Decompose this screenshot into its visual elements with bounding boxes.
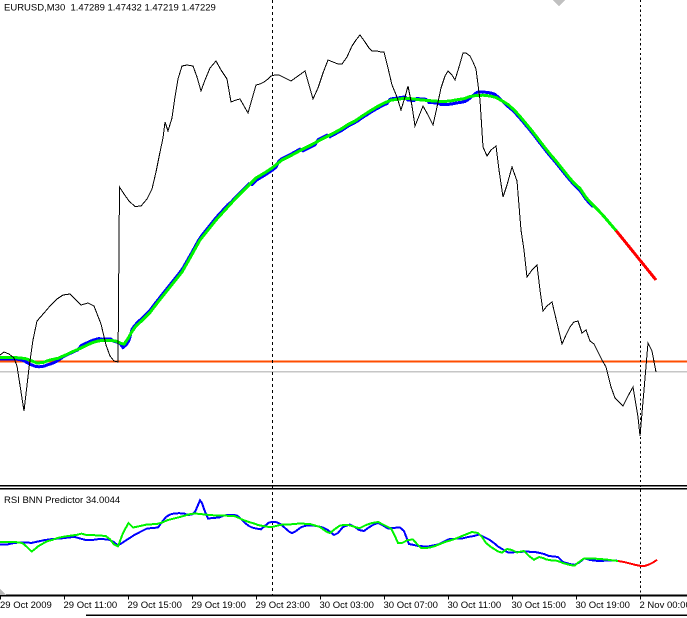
svg-text:30 Oct 11:00: 30 Oct 11:00	[448, 600, 502, 611]
svg-text:30 Oct 07:00: 30 Oct 07:00	[384, 600, 438, 611]
svg-text:29 Oct 11:00: 29 Oct 11:00	[64, 600, 118, 611]
svg-text:2 Nov 00:00: 2 Nov 00:00	[640, 600, 687, 611]
svg-text:29 Oct 15:00: 29 Oct 15:00	[128, 600, 182, 611]
svg-text:30 Oct 19:00: 30 Oct 19:00	[576, 600, 630, 611]
svg-text:EURUSD,M30 1.47289 1.47432 1.: EURUSD,M30 1.47289 1.47432 1.47219 1.472…	[4, 3, 216, 14]
svg-text:29 Oct 2009: 29 Oct 2009	[0, 600, 52, 611]
svg-text:29 Oct 23:00: 29 Oct 23:00	[256, 600, 310, 611]
svg-text:RSI BNN Predictor 34.0044: RSI BNN Predictor 34.0044	[4, 495, 120, 506]
svg-text:29 Oct 19:00: 29 Oct 19:00	[192, 600, 246, 611]
svg-text:30 Oct 03:00: 30 Oct 03:00	[320, 600, 374, 611]
svg-text:30 Oct 15:00: 30 Oct 15:00	[512, 600, 566, 611]
